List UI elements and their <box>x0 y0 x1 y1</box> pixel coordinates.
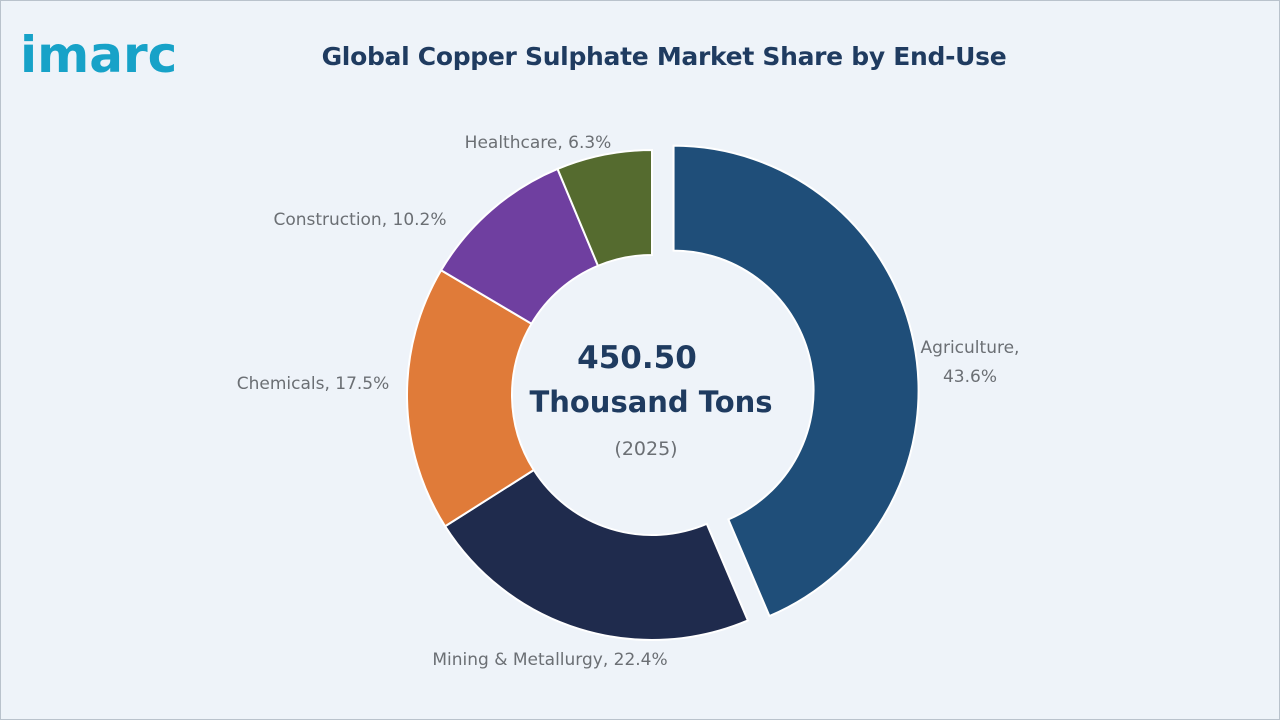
slice-healthcare <box>556 148 653 268</box>
slice-agriculture <box>672 144 920 618</box>
center-unit: Thousand Tons <box>529 385 772 419</box>
center-year: (2025) <box>614 438 677 460</box>
label-mining-metallurgy: Mining & Metallurgy, 22.4% <box>432 650 667 670</box>
label-agriculture: Agriculture, <box>921 338 1020 358</box>
label-healthcare: Healthcare, 6.3% <box>465 133 612 153</box>
chart-title: Global Copper Sulphate Market Share by E… <box>321 42 1007 71</box>
logo-text: imarc <box>20 26 177 84</box>
label-agriculture-value: 43.6% <box>943 367 997 387</box>
slices-group <box>406 144 920 641</box>
slice-mining-metallurgy <box>443 468 750 641</box>
slice-chemicals <box>406 268 536 528</box>
label-construction: Construction, 10.2% <box>273 210 446 230</box>
imarc-logo: imarc <box>20 26 177 84</box>
donut-hole <box>513 256 791 534</box>
label-chemicals: Chemicals, 17.5% <box>237 374 390 394</box>
labels-group: Agriculture, 43.6% Mining & Metallurgy, 22… <box>237 133 1020 670</box>
center-value: 450.50 <box>577 340 697 376</box>
